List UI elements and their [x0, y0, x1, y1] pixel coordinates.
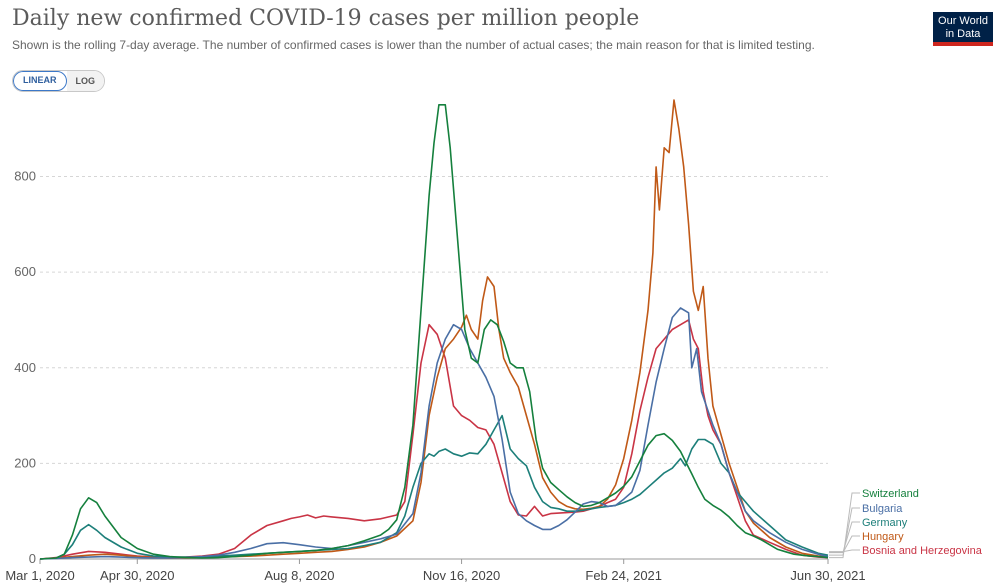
- legend-label-bulgaria: Bulgaria: [862, 503, 903, 515]
- legend-label-hungary: Hungary: [862, 531, 904, 543]
- y-tick-label-0: 0: [29, 551, 36, 566]
- y-tick-label-200: 200: [14, 455, 36, 470]
- series-line-germany: [39, 414, 829, 560]
- chart-subtitle: Shown is the rolling 7-day average. The …: [12, 38, 815, 52]
- legend-connector: [829, 507, 860, 556]
- chart-title: Daily new confirmed COVID-19 cases per m…: [12, 6, 640, 31]
- y-tick-label-800: 800: [14, 169, 36, 184]
- legend-connector: [829, 535, 860, 554]
- logo-line-2: in Data: [945, 28, 981, 40]
- y-tick-label-400: 400: [14, 360, 36, 375]
- y-tick-label-600: 600: [14, 264, 36, 279]
- legend-label-bosnia-and-herzegovina: Bosnia and Herzegovina: [862, 545, 983, 557]
- y-axis-ticks: 0 200 400 600 800: [14, 169, 36, 567]
- legend-label-germany: Germany: [862, 517, 908, 529]
- series-line-bosnia-and-herzegovina: [39, 319, 829, 560]
- series-line-bulgaria: [39, 307, 829, 560]
- legend-connector: [829, 521, 860, 553]
- legend-label-switzerland: Switzerland: [862, 488, 919, 500]
- log-scale-button[interactable]: LOG: [66, 71, 104, 91]
- x-tick-label-3: Nov 16, 2020: [423, 568, 500, 583]
- x-tick-label-4: Feb 24, 2021: [585, 568, 662, 583]
- series-lines: [39, 99, 829, 560]
- x-tick-label-0: Mar 1, 2020: [5, 568, 74, 583]
- series-line-hungary: [39, 99, 829, 560]
- owid-logo[interactable]: Our World in Data: [933, 12, 993, 46]
- scale-toggle[interactable]: LINEAR LOG: [12, 70, 105, 92]
- legend-connector: [829, 492, 860, 559]
- linear-scale-button[interactable]: LINEAR: [13, 71, 67, 91]
- legend-connector: [829, 549, 860, 553]
- series-line-switzerland: [39, 104, 829, 560]
- grid-lines: [40, 176, 828, 464]
- x-tick-label-5: Jun 30, 2021: [790, 568, 865, 583]
- x-tick-label-1: Apr 30, 2020: [100, 568, 174, 583]
- logo-line-1: Our World: [938, 15, 988, 27]
- x-axis: Mar 1, 2020 Apr 30, 2020 Aug 8, 2020 Nov 16…: [5, 558, 866, 583]
- x-tick-label-2: Aug 8, 2020: [264, 568, 334, 583]
- legend: Switzerland Bulgaria Germany Hungary Bosnia …: [829, 488, 983, 559]
